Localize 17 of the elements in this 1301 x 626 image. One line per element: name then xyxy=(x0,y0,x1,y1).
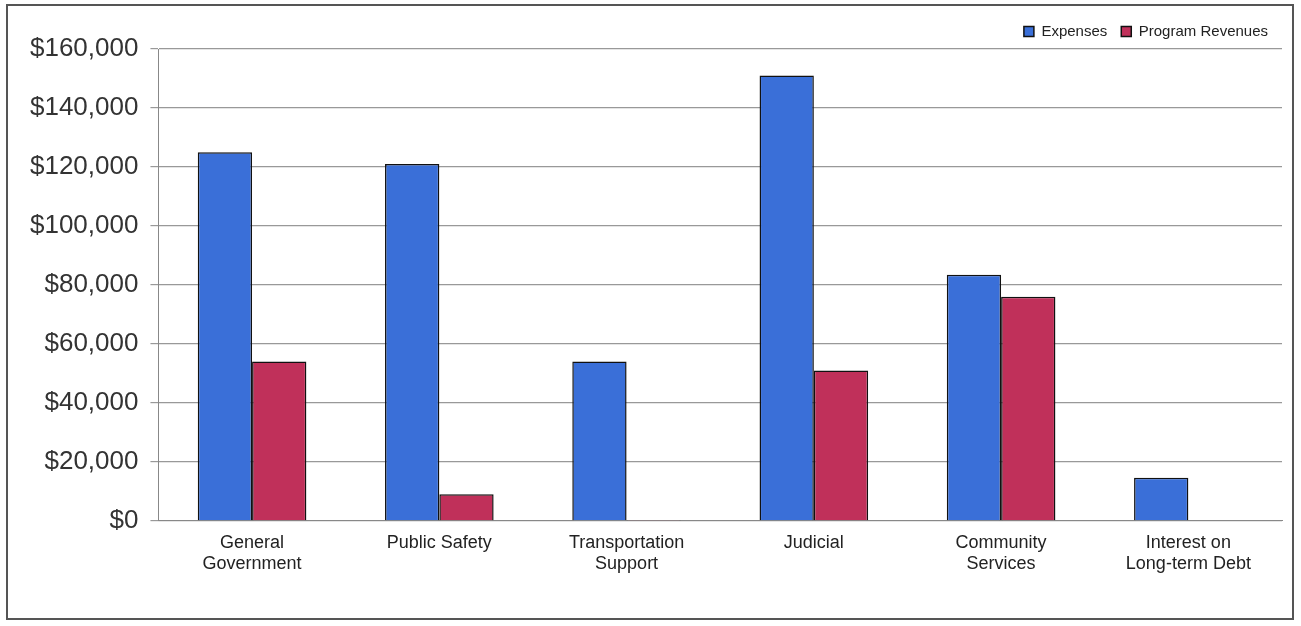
legend-label: Program Revenues xyxy=(1138,21,1269,39)
y-tick-label: $140,000 xyxy=(29,91,139,122)
x-tick-label: Community Services xyxy=(955,531,1047,574)
y-tick-label: $100,000 xyxy=(29,209,139,240)
x-tick-label: Transportation Support xyxy=(568,531,685,574)
y-tick-label: $60,000 xyxy=(44,327,139,358)
y-tick-label: $0 xyxy=(109,503,139,534)
y-tick-label: $80,000 xyxy=(44,268,139,299)
x-tick-label: Interest on Long-term Debt xyxy=(1125,531,1251,574)
y-tick-label: $20,000 xyxy=(44,445,139,475)
legend-label: Expenses xyxy=(1041,21,1108,39)
x-tick-label: Judicial xyxy=(783,531,844,552)
x-tick-label: General Government xyxy=(202,531,302,574)
y-tick-label: $160,000 xyxy=(29,32,139,63)
y-tick-label: $40,000 xyxy=(44,386,139,417)
x-tick-label: Public Safety xyxy=(386,531,492,552)
y-tick-label: $120,000 xyxy=(29,150,139,181)
